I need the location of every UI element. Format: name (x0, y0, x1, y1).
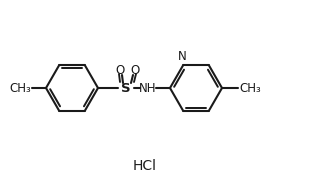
Text: O: O (115, 64, 125, 77)
Text: N: N (178, 51, 186, 64)
Text: S: S (121, 82, 131, 95)
Text: O: O (130, 64, 140, 77)
Text: CH₃: CH₃ (9, 82, 31, 95)
Text: HCl: HCl (133, 159, 157, 173)
Text: CH₃: CH₃ (239, 82, 261, 95)
Text: NH: NH (139, 82, 157, 95)
